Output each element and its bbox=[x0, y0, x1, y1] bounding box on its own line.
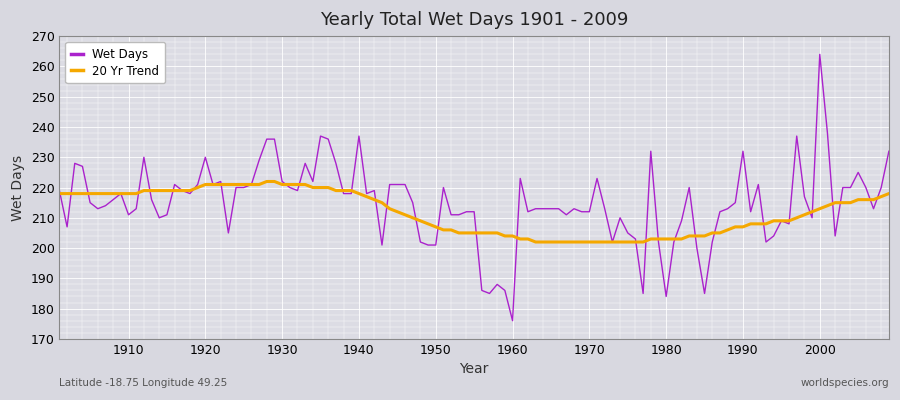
X-axis label: Year: Year bbox=[460, 362, 489, 376]
Wet Days bbox=[607, 240, 617, 244]
Wet Days bbox=[330, 161, 341, 166]
Text: worldspecies.org: worldspecies.org bbox=[800, 378, 889, 388]
20 Yr Trend bbox=[530, 240, 541, 244]
Wet Days bbox=[515, 176, 526, 181]
Wet Days bbox=[284, 185, 295, 190]
Text: Latitude -18.75 Longitude 49.25: Latitude -18.75 Longitude 49.25 bbox=[59, 378, 228, 388]
20 Yr Trend bbox=[884, 191, 895, 196]
20 Yr Trend bbox=[115, 191, 126, 196]
Line: 20 Yr Trend: 20 Yr Trend bbox=[59, 182, 889, 242]
20 Yr Trend bbox=[338, 188, 349, 193]
20 Yr Trend bbox=[515, 236, 526, 241]
20 Yr Trend bbox=[261, 179, 272, 184]
20 Yr Trend bbox=[54, 191, 65, 196]
Title: Yearly Total Wet Days 1901 - 2009: Yearly Total Wet Days 1901 - 2009 bbox=[320, 11, 628, 29]
20 Yr Trend bbox=[507, 234, 517, 238]
Wet Days bbox=[507, 318, 517, 323]
Wet Days bbox=[884, 149, 895, 154]
Wet Days bbox=[54, 188, 65, 193]
Wet Days bbox=[814, 52, 825, 57]
Y-axis label: Wet Days: Wet Days bbox=[11, 154, 25, 220]
Wet Days bbox=[115, 191, 126, 196]
Legend: Wet Days, 20 Yr Trend: Wet Days, 20 Yr Trend bbox=[66, 42, 166, 84]
20 Yr Trend bbox=[292, 182, 303, 187]
Line: Wet Days: Wet Days bbox=[59, 54, 889, 321]
20 Yr Trend bbox=[615, 240, 626, 244]
Wet Days bbox=[500, 288, 510, 293]
